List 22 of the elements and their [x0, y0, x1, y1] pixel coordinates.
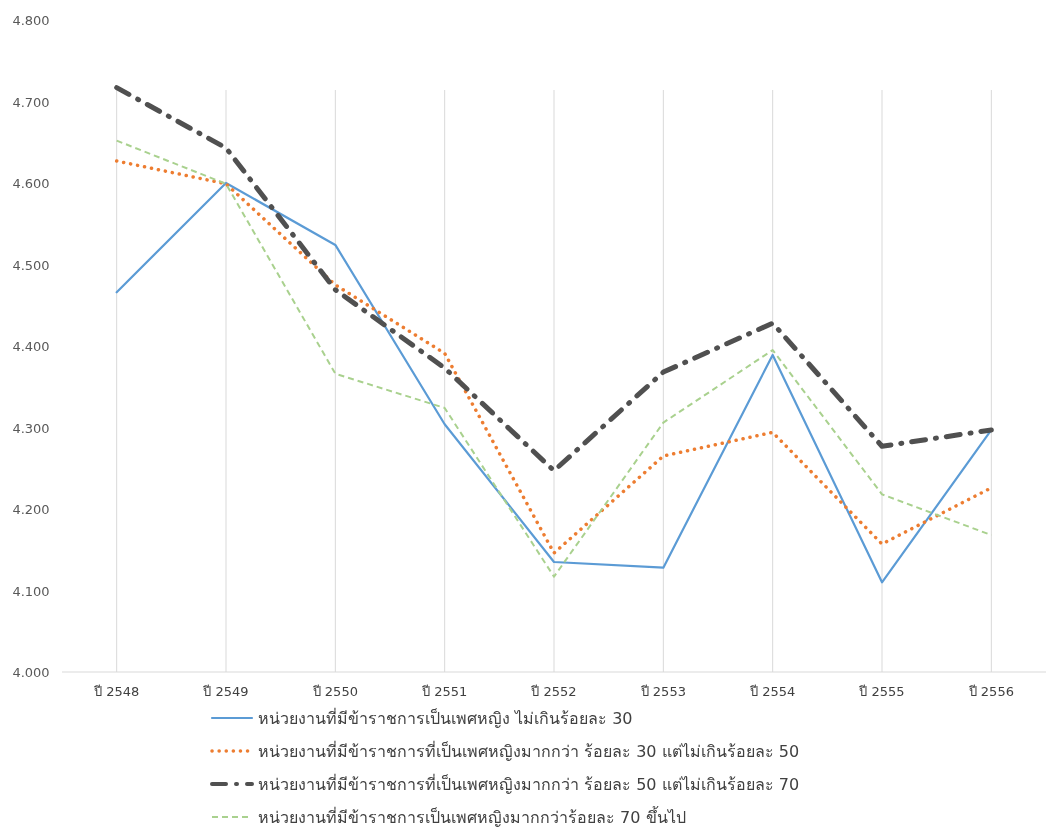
y-tick-label: 4.200: [12, 502, 50, 517]
x-tick-label: ปี 2548: [93, 684, 140, 699]
x-tick-label: ปี 2549: [202, 684, 249, 699]
y-tick-label: 4.600: [12, 176, 50, 191]
y-tick-label: 4.300: [12, 420, 50, 436]
x-tick-label: ปี 2556: [967, 684, 1014, 699]
legend-label: หน่วยงานที่มีข้าราชการเป็นเพศหญิงมากกว่าร้อยละ 70 ขึ้นไป: [258, 806, 686, 827]
y-tick-label: 4.000: [12, 665, 50, 680]
x-tick-label: ปี 2551: [421, 684, 468, 699]
x-tick-label: ปี 2553: [639, 684, 686, 699]
y-tick-label: 4.500: [12, 257, 50, 273]
x-tick-label: ปี 2554: [749, 684, 796, 699]
x-tick-label: ปี 2552: [530, 684, 577, 699]
legend-label: หน่วยงานที่มีข้าราชการเป็นเพศหญิง ไม่เกินร้อยละ 30: [258, 707, 633, 728]
y-tick-label: 4.400: [12, 339, 50, 354]
y-tick-label: 4.800: [12, 13, 50, 28]
y-tick-label: 4.700: [12, 94, 50, 110]
legend-label: หน่วยงานที่มีข้าราชการที่เป็นเพศหญิงมากกว่า ร้อยละ 30 แต่ไม่เกินร้อยละ 50: [258, 740, 800, 761]
y-tick-label: 4.100: [12, 583, 50, 599]
x-tick-label: ปี 2550: [311, 684, 358, 699]
legend-label: หน่วยงานที่มีข้าราชการที่เป็นเพศหญิงมากกว่า ร้อยละ 50 แต่ไม่เกินร้อยละ 70: [258, 773, 800, 794]
x-tick-label: ปี 2555: [858, 684, 905, 699]
